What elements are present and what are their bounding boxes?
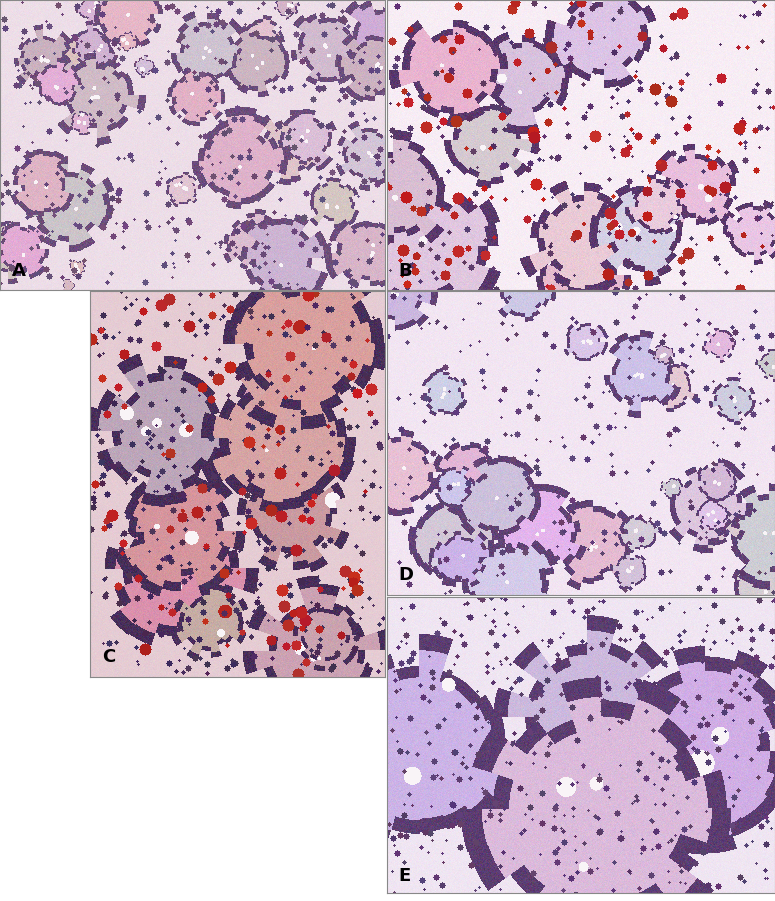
Text: E: E [398, 867, 411, 885]
Text: B: B [398, 261, 412, 279]
Text: D: D [398, 566, 414, 584]
Text: A: A [12, 261, 26, 279]
Text: C: C [102, 648, 115, 666]
